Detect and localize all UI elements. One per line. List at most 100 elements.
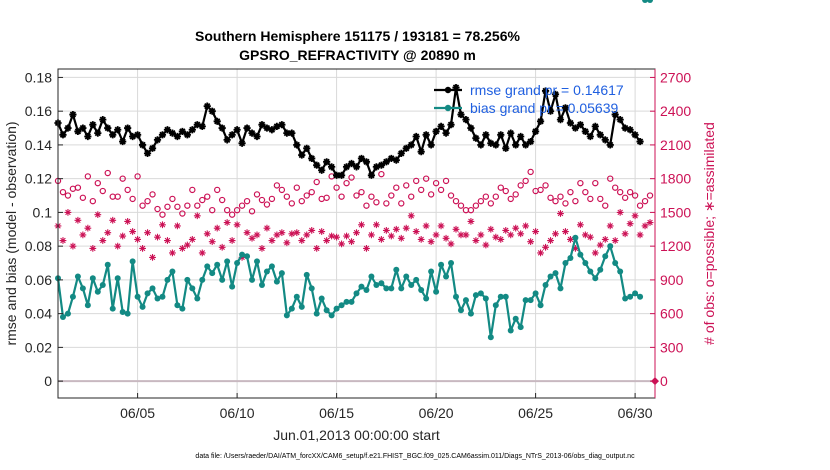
- bias-point: [219, 276, 226, 283]
- rmse-point-dot: [289, 130, 295, 136]
- rmse-point-dot: [309, 156, 315, 161]
- y-left-tick-label: 0.16: [25, 103, 52, 119]
- obs-possible-point: [293, 184, 300, 191]
- bias-point: [542, 281, 549, 288]
- obs-assimilated-point: [333, 233, 340, 241]
- obs-assimilated-point: [323, 237, 331, 244]
- obs-possible-point: [527, 168, 534, 176]
- bias-point: [308, 285, 315, 292]
- obs-possible-point: [179, 210, 186, 217]
- obs-possible-point: [144, 197, 151, 205]
- obs-possible-point: [557, 193, 564, 200]
- obs-assimilated-point: [502, 227, 510, 234]
- obs-possible-point: [552, 197, 559, 205]
- bias-point: [239, 251, 246, 258]
- obs-possible-point: [253, 191, 261, 198]
- rmse-point-dot: [179, 129, 185, 134]
- bias-point: [333, 305, 340, 312]
- bias-point: [164, 276, 171, 283]
- rmse-point-dot: [408, 142, 414, 148]
- bias-point: [244, 253, 251, 260]
- obs-possible-point: [616, 188, 624, 196]
- rmse-point-dot: [249, 130, 255, 136]
- obs-possible-point: [572, 197, 579, 205]
- rmse-point-dot: [563, 105, 568, 111]
- x-tick-label: 06/25: [518, 405, 553, 421]
- obs-assimilated-point: [641, 222, 649, 230]
- obs-assimilated-point: [392, 225, 400, 233]
- rmse-point-dot: [254, 134, 260, 139]
- obs-assimilated-point: [606, 222, 614, 230]
- obs-possible-point: [248, 208, 256, 215]
- rmse-point-dot: [259, 122, 265, 128]
- obs-possible-point: [303, 192, 310, 199]
- rmse-point-dot: [622, 125, 628, 131]
- x-tick-label: 06/10: [220, 405, 255, 421]
- bias-point: [368, 273, 375, 280]
- obs-assimilated-point: [522, 222, 530, 230]
- obs-possible-point: [194, 202, 201, 209]
- obs-assimilated-point: [387, 232, 395, 240]
- obs-assimilated-point: [467, 218, 475, 225]
- rmse-point-dot: [468, 125, 474, 131]
- rmse-point-dot: [488, 140, 494, 146]
- obs-assimilated-point: [363, 245, 370, 252]
- obs-assimilated-point: [368, 231, 375, 239]
- obs-possible-point: [273, 182, 281, 189]
- obs-possible-point: [104, 169, 111, 177]
- obs-possible-point: [413, 177, 420, 185]
- obs-possible-point: [149, 191, 156, 198]
- obs-assimilated-point: [268, 237, 276, 244]
- rmse-point-dot: [209, 108, 215, 114]
- obs-possible-point: [373, 199, 380, 206]
- obs-assimilated-point: [552, 230, 559, 238]
- bias-point: [622, 295, 629, 302]
- obs-assimilated-point: [621, 230, 629, 238]
- rmse-point-dot: [543, 88, 548, 94]
- bias-point: [159, 293, 166, 300]
- y-right-tick-label: 1200: [660, 238, 691, 254]
- bias-point: [224, 258, 231, 265]
- obs-assimilated-point: [318, 228, 326, 235]
- obs-possible-point: [612, 184, 619, 191]
- obs-assimilated-point: [273, 231, 281, 239]
- bias-point: [229, 283, 236, 290]
- rmse-point-dot: [478, 142, 484, 148]
- obs-possible-point: [408, 193, 415, 200]
- bias-point: [114, 275, 121, 282]
- obs-assimilated-point: [59, 237, 67, 244]
- rmse-point-dot: [115, 127, 121, 133]
- obs-assimilated-point: [139, 245, 146, 252]
- obs-assimilated-point: [537, 249, 544, 257]
- bias-point: [433, 288, 440, 295]
- obs-assimilated-point: [596, 241, 604, 249]
- bias-point: [617, 268, 624, 275]
- y-left-tick-label: 0.12: [25, 171, 52, 187]
- bias-point: [353, 290, 360, 297]
- y-left-tick-label: 0.08: [25, 238, 52, 254]
- rmse-point-dot: [582, 129, 588, 134]
- rmse-point-dot: [533, 129, 538, 134]
- obs-assimilated-point: [213, 224, 221, 232]
- rmse-point-dot: [369, 172, 374, 178]
- obs-assimilated-point: [348, 238, 355, 246]
- obs-assimilated-point: [427, 238, 435, 246]
- obs-assimilated-point: [99, 237, 107, 244]
- rmse-point-dot: [503, 145, 509, 151]
- bias-point: [457, 307, 464, 314]
- bias-point: [249, 276, 256, 283]
- rmse-point-dot: [627, 127, 633, 133]
- obs-possible-point: [238, 202, 246, 209]
- rmse-point-dot: [508, 130, 514, 136]
- obs-assimilated-point: [183, 241, 191, 249]
- bias-point: [184, 276, 191, 283]
- obs-assimilated-point: [422, 222, 430, 230]
- obs-assimilated-point: [154, 233, 161, 241]
- bias-point: [443, 273, 450, 280]
- bias-point: [527, 297, 534, 304]
- rmse-point-dot: [597, 132, 603, 138]
- obs-possible-point: [268, 195, 276, 203]
- bias-point: [552, 270, 559, 277]
- chart-title-line2: GPSRO_REFRACTIVITY @ 20890 m: [239, 47, 476, 63]
- rmse-point-dot: [120, 139, 126, 144]
